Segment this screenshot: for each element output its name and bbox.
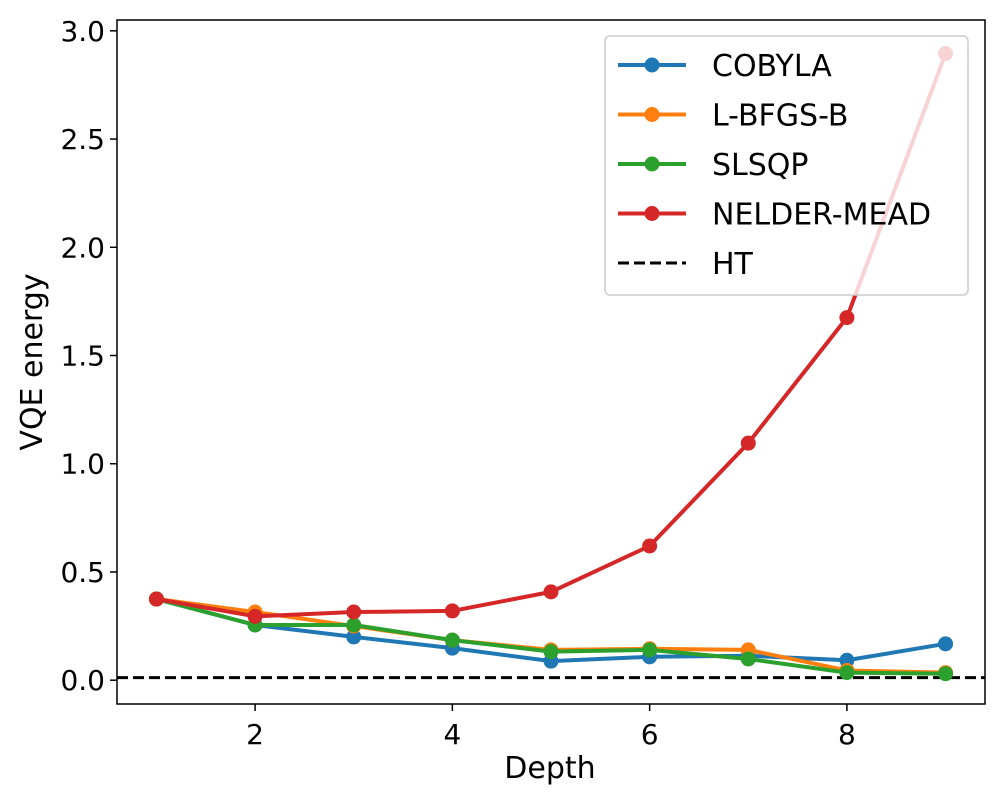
data-point-nelder-mead-8 bbox=[839, 310, 855, 326]
y-tick-label-3: 1.5 bbox=[60, 340, 105, 373]
data-point-nelder-mead-6 bbox=[642, 538, 658, 554]
x-tick-label-4: 4 bbox=[443, 718, 461, 751]
legend-box bbox=[604, 35, 969, 296]
data-point-slsqp-7 bbox=[740, 651, 756, 667]
y-tick-label-6: 3.0 bbox=[60, 15, 105, 48]
legend-label-cobyla: COBYLA bbox=[712, 49, 832, 84]
legend-marker-slsqp bbox=[644, 156, 660, 172]
data-point-nelder-mead-1 bbox=[148, 591, 164, 607]
legend-label-ht: HT bbox=[712, 247, 754, 282]
data-point-nelder-mead-5 bbox=[543, 584, 559, 600]
legend-marker-l-bfgs-b bbox=[644, 107, 660, 122]
plot-area bbox=[117, 46, 985, 682]
x-tick-label-8: 8 bbox=[838, 718, 856, 751]
data-point-nelder-mead-7 bbox=[740, 435, 756, 451]
legend-item-l-bfgs-b: L-BFGS-B bbox=[618, 99, 848, 134]
x-axis-label: Depth bbox=[504, 751, 595, 786]
x-tick-label-2: 2 bbox=[246, 718, 264, 751]
legend-marker-nelder-mead bbox=[644, 206, 660, 221]
plot-frame bbox=[116, 19, 986, 705]
y-tick-label-1: 0.5 bbox=[60, 556, 105, 589]
x-tick-label-6: 6 bbox=[641, 718, 659, 751]
y-tick-label-4: 2.0 bbox=[60, 231, 105, 264]
series-slsqp bbox=[148, 591, 954, 682]
data-point-slsqp-3 bbox=[346, 617, 362, 633]
legend-item-ht: HT bbox=[618, 247, 754, 282]
y-tick-label-5: 2.5 bbox=[60, 123, 105, 156]
legend: COBYLA L-BFGS-B SLSQP NELDER-MEAD HT bbox=[604, 35, 969, 296]
axes-layer: 2 4 6 8 0.0 0.5 1.0 1.5 2.0 2.5 3.0 bbox=[60, 15, 986, 751]
legend-item-nelder-mead: NELDER-MEAD bbox=[618, 198, 931, 233]
data-point-slsqp-9 bbox=[938, 666, 954, 682]
plot-layer bbox=[117, 46, 985, 682]
legend-label-nelder-mead: NELDER-MEAD bbox=[712, 198, 931, 233]
legend-marker-cobyla bbox=[644, 57, 660, 73]
data-point-slsqp-6 bbox=[642, 642, 658, 658]
data-point-nelder-mead-2 bbox=[247, 608, 263, 624]
legend-item-cobyla: COBYLA bbox=[618, 49, 832, 84]
y-tick-label-2: 1.0 bbox=[60, 448, 105, 481]
data-point-nelder-mead-4 bbox=[444, 603, 460, 619]
data-point-cobyla-3 bbox=[346, 629, 362, 645]
data-point-slsqp-8 bbox=[839, 665, 855, 681]
legend-item-slsqp: SLSQP bbox=[618, 148, 809, 183]
legend-label-slsqp: SLSQP bbox=[712, 148, 809, 183]
data-point-nelder-mead-3 bbox=[346, 604, 362, 620]
data-point-cobyla-9 bbox=[938, 636, 954, 652]
y-axis-label: VQE energy bbox=[15, 273, 50, 450]
data-point-slsqp-4 bbox=[444, 632, 460, 648]
legend-label-l-bfgs-b: L-BFGS-B bbox=[712, 99, 848, 134]
y-tick-label-0: 0.0 bbox=[60, 664, 105, 697]
data-point-slsqp-5 bbox=[543, 644, 559, 660]
